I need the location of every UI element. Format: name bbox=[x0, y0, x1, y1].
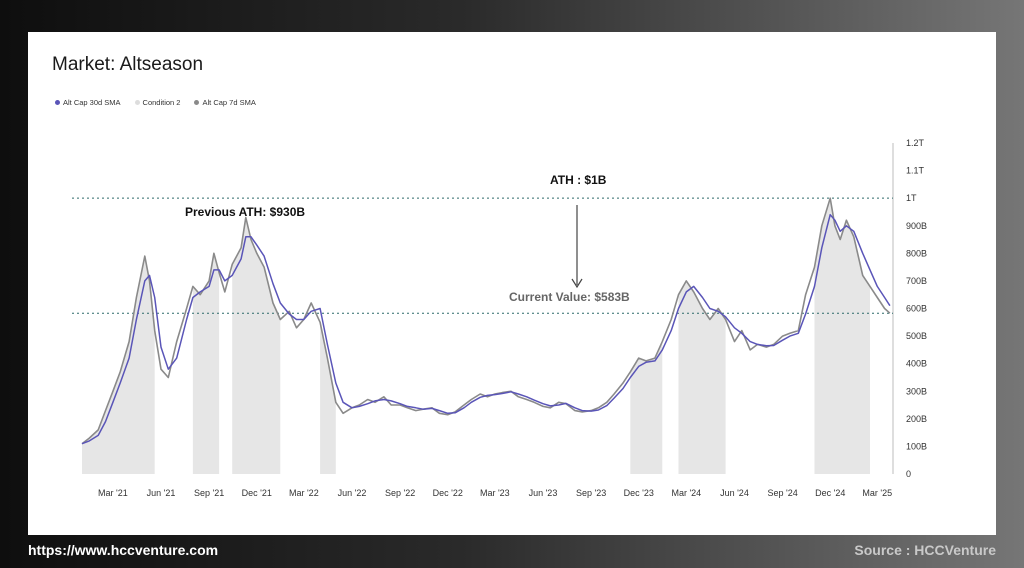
series-line-1 bbox=[81, 213, 891, 445]
legend-dot-7d bbox=[194, 100, 200, 105]
y-tick-label: 600B bbox=[906, 304, 927, 314]
y-tick-label: 1T bbox=[906, 193, 917, 203]
x-tick-label: Jun '21 bbox=[147, 488, 176, 498]
x-tick-label: Jun '23 bbox=[529, 488, 558, 498]
legend-dot-condition bbox=[134, 100, 140, 105]
x-tick-label: Mar '22 bbox=[289, 488, 319, 498]
x-tick-label: Mar '23 bbox=[480, 488, 510, 498]
annotation-current-value: Current Value: $583B bbox=[509, 290, 630, 304]
legend-item-7d[interactable]: Alt Cap 7d SMA bbox=[194, 98, 256, 107]
y-tick-label: 900B bbox=[906, 221, 927, 231]
x-tick-label: Sep '24 bbox=[767, 488, 797, 498]
y-tick-label: 700B bbox=[906, 276, 927, 286]
y-tick-label: 1.2T bbox=[906, 138, 925, 148]
condition-band-0 bbox=[82, 257, 155, 474]
legend-dot-30d bbox=[55, 100, 60, 105]
condition-band-4 bbox=[630, 341, 663, 474]
x-tick-label: Sep '21 bbox=[194, 488, 224, 498]
x-tick-label: Dec '22 bbox=[433, 488, 463, 498]
x-tick-label: Jun '22 bbox=[338, 488, 367, 498]
x-tick-label: Sep '22 bbox=[385, 488, 415, 498]
footer-url[interactable]: https://www.hccventure.com bbox=[28, 542, 219, 558]
y-tick-label: 100B bbox=[906, 441, 927, 451]
y-tick-label: 800B bbox=[906, 248, 927, 258]
y-tick-label: 400B bbox=[906, 359, 927, 369]
condition-band-5 bbox=[678, 280, 726, 474]
legend-item-30d[interactable]: Alt Cap 30d SMA bbox=[55, 98, 121, 107]
condition-band-3 bbox=[320, 322, 336, 474]
condition-band-1 bbox=[192, 253, 220, 474]
x-tick-label: Jun '24 bbox=[720, 488, 749, 498]
annotation-ath: ATH : $1B bbox=[550, 173, 607, 187]
condition-band-2 bbox=[232, 221, 281, 474]
y-tick-label: 500B bbox=[906, 331, 927, 341]
annotation-previous-ath: Previous ATH: $930B bbox=[185, 205, 305, 219]
annotation-arrow-head bbox=[571, 278, 583, 289]
x-tick-label: Dec '24 bbox=[815, 488, 845, 498]
x-tick-label: Mar '24 bbox=[671, 488, 701, 498]
legend-label-30d: Alt Cap 30d SMA bbox=[63, 98, 121, 107]
footer-source: Source : HCCVenture bbox=[854, 542, 996, 558]
x-tick-label: Sep '23 bbox=[576, 488, 606, 498]
legend-item-condition[interactable]: Condition 2 bbox=[134, 98, 181, 107]
x-tick-label: Mar '25 bbox=[862, 488, 892, 498]
x-tick-label: Mar '21 bbox=[98, 488, 128, 498]
y-tick-label: 300B bbox=[906, 386, 927, 396]
y-tick-label: 200B bbox=[906, 414, 927, 424]
y-tick-label: 0 bbox=[906, 469, 911, 479]
y-tick-label: 1.1T bbox=[906, 166, 925, 176]
x-tick-label: Dec '21 bbox=[242, 488, 272, 498]
legend-label-condition: Condition 2 bbox=[142, 98, 181, 107]
legend-label-7d: Alt Cap 7d SMA bbox=[202, 98, 256, 107]
chart-legend: Alt Cap 30d SMA Condition 2 Alt Cap 7d S… bbox=[55, 98, 256, 107]
condition-band-6 bbox=[814, 201, 870, 474]
chart-title: Market: Altseason bbox=[52, 54, 204, 75]
x-tick-label: Dec '23 bbox=[624, 488, 654, 498]
